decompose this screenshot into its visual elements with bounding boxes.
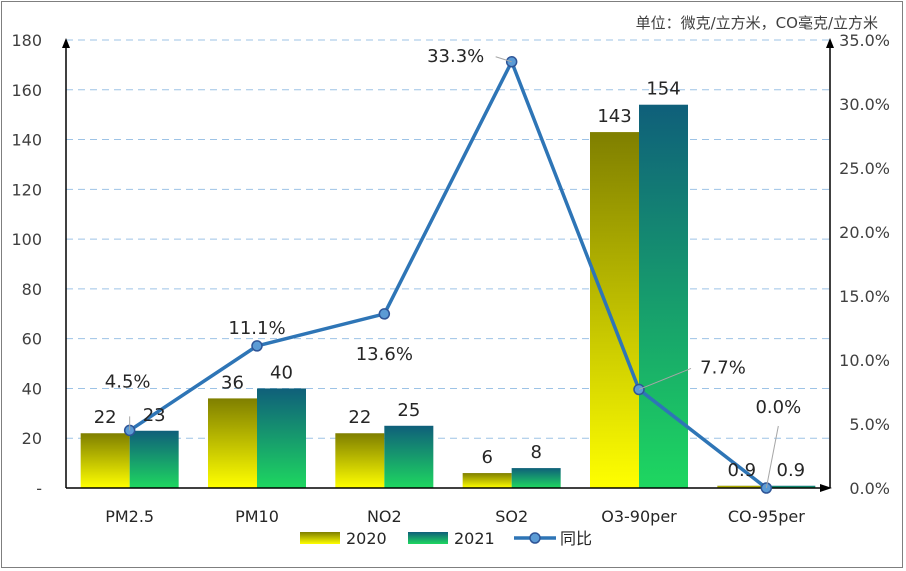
bar-data-label: 6 <box>481 447 492 468</box>
y-left-tick-label: 180 <box>11 31 42 50</box>
yoy-data-label: 13.6% <box>356 344 413 365</box>
legend-label: 2020 <box>346 529 387 548</box>
bar-2021-PM10 <box>257 388 306 488</box>
axes <box>62 38 834 492</box>
gridlines <box>66 39 830 439</box>
bar-2020-O3-90per <box>590 132 639 489</box>
y-right-tick-label: 5.0% <box>849 415 890 434</box>
y-left-tick-label: 140 <box>11 131 42 150</box>
category-labels: PM2.5 PM10 NO2 SO2 O3-90per CO-95per <box>105 507 805 526</box>
yoy-data-label: 7.7% <box>700 357 746 378</box>
bar-2020-NO2 <box>335 433 385 488</box>
yoy-leader-line <box>638 367 692 390</box>
y-right-tick-label: 15.0% <box>839 287 890 306</box>
bar-data-label: 8 <box>530 442 541 463</box>
yoy-data-label: 0.0% <box>755 397 801 418</box>
category-label: PM10 <box>235 507 279 526</box>
bar-2021-PM2.5 <box>129 430 179 488</box>
yoy-point <box>378 308 391 320</box>
bar-data-label: 22 <box>94 407 117 428</box>
y-right-tick-label: 35.0% <box>839 31 890 50</box>
bar-data-label: 143 <box>597 106 631 127</box>
bar-2020-CO-95per <box>717 485 767 488</box>
bar-data-label: 0.9 <box>728 460 757 481</box>
bars <box>80 104 816 489</box>
y-left-tick-label: 40 <box>22 379 42 398</box>
bar-2021-SO2 <box>511 468 561 488</box>
yoy-data-label: 11.1% <box>228 318 285 339</box>
legend-label: 2021 <box>454 529 495 548</box>
bar-2021-CO-95per <box>766 485 816 488</box>
bar-2020-SO2 <box>462 473 512 488</box>
bar-2020-PM2.5 <box>80 433 130 488</box>
legend-swatch-2021 <box>408 532 448 544</box>
tick-labels: - 20 40 60 80 100 120 140 160 180 0.0% 5.0% 10.0% 15.… <box>11 31 890 498</box>
y-left-tick-label: - <box>36 479 42 498</box>
legend-label: 同比 <box>560 529 592 548</box>
yoy-line-path <box>128 60 768 490</box>
y-right-tick-label: 30.0% <box>839 95 890 114</box>
legend-marker <box>529 532 541 544</box>
yoy-leader-line <box>495 56 512 63</box>
bar-data-label: 40 <box>270 362 293 383</box>
yoy-data-label: 4.5% <box>105 371 151 392</box>
y-right-tick-label: 20.0% <box>839 223 890 242</box>
unit-note: 单位：微克/立方米，CO毫克/立方米 <box>636 14 878 32</box>
yoy-data-label: 33.3% <box>427 46 484 67</box>
bar-2020-PM10 <box>208 398 257 488</box>
bar-data-label: 23 <box>143 405 166 426</box>
bar-data-label: 154 <box>646 79 680 100</box>
bar-data-label: 36 <box>221 372 244 393</box>
y-left-tick-label: 120 <box>11 180 42 199</box>
category-label: NO2 <box>367 507 402 526</box>
category-label: SO2 <box>495 507 528 526</box>
bar-2021-O3-90per <box>639 104 688 488</box>
yoy-leader-line <box>765 425 779 489</box>
legend: 2020 2021 同比 <box>300 529 592 548</box>
y-left-tick-label: 20 <box>22 429 42 448</box>
bar-data-label: 22 <box>348 407 371 428</box>
y-left-tick-label: 160 <box>11 81 42 100</box>
y-left-tick-label: 100 <box>11 230 42 249</box>
data-labels: 22 36 22 6 143 0.9 23 40 25 8 154 0.9 4.5% 11.1% 13.6%… <box>94 46 806 489</box>
legend-swatch-2020 <box>300 532 340 544</box>
category-label: O3-90per <box>601 507 677 526</box>
yoy-point <box>251 340 263 352</box>
left-axis-arrow <box>62 38 70 48</box>
right-axis-arrow <box>826 38 834 48</box>
y-right-tick-label: 25.0% <box>839 159 890 178</box>
x-axis-arrow <box>820 484 832 492</box>
y-right-tick-label: 10.0% <box>839 351 890 370</box>
bar-data-label: 0.9 <box>777 460 806 481</box>
category-label: CO-95per <box>728 507 805 526</box>
y-right-tick-label: 0.0% <box>849 479 890 498</box>
bar-data-label: 25 <box>397 400 420 421</box>
bar-2021-NO2 <box>384 425 434 488</box>
y-left-tick-label: 60 <box>22 330 42 349</box>
category-label: PM2.5 <box>105 507 154 526</box>
y-left-tick-label: 80 <box>22 280 42 299</box>
